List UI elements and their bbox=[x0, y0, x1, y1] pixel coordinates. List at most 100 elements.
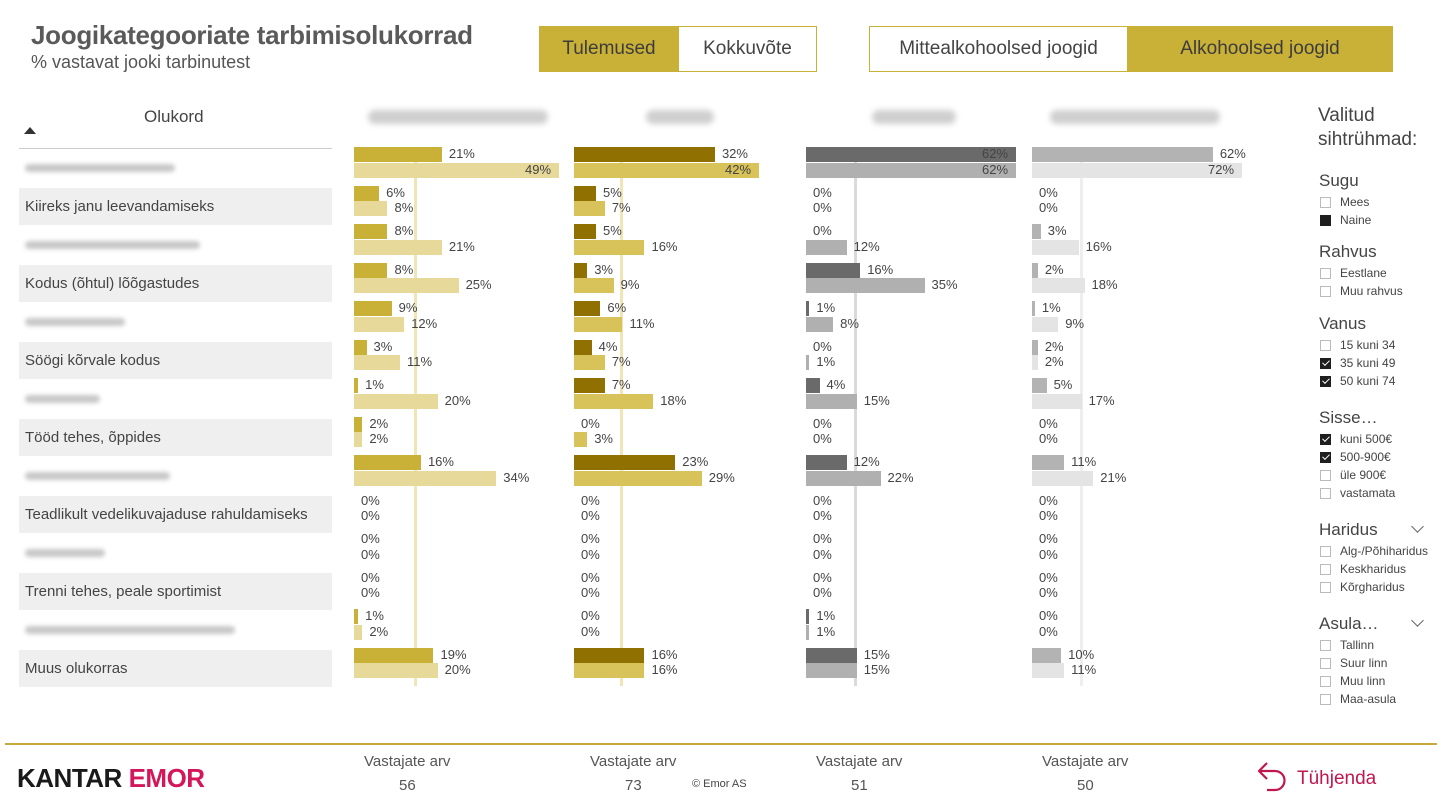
checkbox[interactable] bbox=[1320, 639, 1331, 651]
bar-average[interactable] bbox=[806, 624, 810, 640]
row-label[interactable]: Kiireks janu leevandamiseks bbox=[19, 187, 332, 225]
checkbox[interactable] bbox=[1320, 451, 1331, 463]
bar-selected[interactable] bbox=[574, 378, 605, 393]
row-label[interactable] bbox=[19, 380, 332, 417]
bar-selected[interactable] bbox=[1032, 455, 1065, 470]
bar-average[interactable] bbox=[574, 663, 645, 678]
checkbox[interactable] bbox=[1320, 214, 1331, 226]
bar-selected[interactable] bbox=[574, 185, 597, 201]
row-label[interactable] bbox=[19, 534, 332, 571]
filter-checkbox-option[interactable]: Alg-/Põhiharidus bbox=[1320, 544, 1428, 558]
tab-kokkuvote[interactable]: Kokkuvõte bbox=[679, 27, 816, 71]
row-label[interactable]: Trenni tehes, peale sportimist bbox=[19, 572, 332, 610]
filter-group-title[interactable]: Asula… bbox=[1319, 614, 1379, 633]
checkbox[interactable] bbox=[1320, 675, 1331, 687]
bar-selected[interactable] bbox=[1032, 301, 1035, 316]
filter-checkbox-option[interactable]: 15 kuni 34 bbox=[1320, 338, 1395, 352]
bar-selected[interactable] bbox=[354, 185, 380, 201]
bar-average[interactable] bbox=[354, 432, 363, 447]
bar-selected[interactable] bbox=[354, 339, 367, 355]
bar-average[interactable] bbox=[806, 470, 881, 486]
row-label[interactable]: Kodus (õhtul) lõõgastudes bbox=[19, 264, 332, 302]
bar-average[interactable] bbox=[1032, 162, 1242, 178]
checkbox[interactable] bbox=[1320, 375, 1331, 387]
checkbox[interactable] bbox=[1320, 469, 1331, 481]
tab-tulemused[interactable]: Tulemused bbox=[540, 27, 679, 71]
bar-average[interactable] bbox=[806, 278, 925, 293]
checkbox[interactable] bbox=[1320, 563, 1331, 575]
checkbox[interactable] bbox=[1320, 339, 1331, 351]
filter-checkbox-option[interactable]: Maa-asula bbox=[1320, 692, 1396, 706]
bar-selected[interactable] bbox=[806, 378, 820, 393]
bar-selected[interactable] bbox=[574, 262, 588, 278]
tab-alcoholic[interactable]: Alkohoolsed joogid bbox=[1128, 27, 1392, 71]
bar-selected[interactable] bbox=[1032, 378, 1047, 393]
bar-average[interactable] bbox=[354, 239, 442, 255]
bar-average[interactable] bbox=[1032, 663, 1065, 678]
checkbox[interactable] bbox=[1320, 657, 1331, 669]
bar-average[interactable] bbox=[354, 624, 363, 640]
filter-checkbox-option[interactable]: üle 900€ bbox=[1320, 468, 1386, 482]
clear-filters-button[interactable]: Tühjenda bbox=[1255, 760, 1376, 798]
filter-checkbox-option[interactable]: Suur linn bbox=[1320, 656, 1387, 670]
bar-selected[interactable] bbox=[574, 647, 645, 663]
tab-non-alcoholic[interactable]: Mittealkohoolsed joogid bbox=[870, 27, 1128, 71]
bar-average[interactable] bbox=[354, 278, 459, 293]
filter-checkbox-option[interactable]: Keskharidus bbox=[1320, 562, 1406, 576]
row-label[interactable] bbox=[19, 149, 332, 186]
row-label[interactable] bbox=[19, 457, 332, 494]
chevron-down-icon[interactable] bbox=[1411, 614, 1424, 627]
bar-selected[interactable] bbox=[354, 609, 359, 624]
bar-average[interactable] bbox=[574, 432, 588, 447]
bar-selected[interactable] bbox=[1032, 339, 1038, 355]
bar-average[interactable] bbox=[354, 201, 388, 216]
bar-average[interactable] bbox=[1032, 355, 1038, 370]
bar-selected[interactable] bbox=[574, 301, 601, 316]
filter-checkbox-option[interactable]: Mees bbox=[1320, 195, 1369, 209]
bar-average[interactable] bbox=[354, 393, 438, 409]
checkbox[interactable] bbox=[1320, 357, 1331, 369]
filter-checkbox-option[interactable]: Eestlane bbox=[1320, 266, 1387, 280]
filter-checkbox-option[interactable]: Kõrgharidus bbox=[1320, 580, 1405, 594]
filter-checkbox-option[interactable]: Tallinn bbox=[1320, 638, 1374, 652]
bar-selected[interactable] bbox=[1032, 262, 1038, 278]
bar-average[interactable] bbox=[354, 355, 401, 370]
filter-checkbox-option[interactable]: vastamata bbox=[1320, 486, 1395, 500]
bar-average[interactable] bbox=[354, 316, 405, 332]
filter-checkbox-option[interactable]: 35 kuni 49 bbox=[1320, 356, 1395, 370]
checkbox[interactable] bbox=[1320, 285, 1331, 297]
row-label[interactable] bbox=[19, 611, 332, 648]
bar-average[interactable] bbox=[1032, 239, 1079, 255]
row-label[interactable]: Teadlikult vedelikuvajaduse rahuldamisek… bbox=[19, 495, 332, 533]
row-label[interactable]: Tööd tehes, õppides bbox=[19, 418, 332, 456]
checkbox[interactable] bbox=[1320, 487, 1331, 499]
bar-average[interactable] bbox=[354, 162, 559, 178]
bar-selected[interactable] bbox=[354, 262, 388, 278]
chevron-down-icon[interactable] bbox=[1411, 520, 1424, 533]
bar-selected[interactable] bbox=[806, 301, 810, 316]
bar-selected[interactable] bbox=[806, 647, 857, 663]
bar-selected[interactable] bbox=[354, 416, 363, 432]
bar-average[interactable] bbox=[806, 663, 857, 678]
row-label[interactable] bbox=[19, 226, 332, 263]
filter-checkbox-option[interactable]: Muu linn bbox=[1320, 674, 1385, 688]
bar-average[interactable] bbox=[1032, 278, 1085, 293]
column-header-olukord[interactable]: Olukord bbox=[144, 107, 204, 126]
sort-ascending-icon[interactable] bbox=[24, 127, 36, 134]
bar-selected[interactable] bbox=[354, 647, 434, 663]
bar-selected[interactable] bbox=[354, 224, 388, 239]
bar-selected[interactable] bbox=[806, 262, 861, 278]
filter-checkbox-option[interactable]: 500-900€ bbox=[1320, 450, 1391, 464]
checkbox[interactable] bbox=[1320, 545, 1331, 557]
bar-selected[interactable] bbox=[354, 147, 442, 162]
bar-average[interactable] bbox=[574, 355, 605, 370]
bar-average[interactable] bbox=[1032, 393, 1082, 409]
bar-selected[interactable] bbox=[574, 455, 676, 470]
bar-selected[interactable] bbox=[806, 455, 847, 470]
bar-average[interactable] bbox=[574, 393, 654, 409]
bar-average[interactable] bbox=[806, 316, 834, 332]
row-label[interactable]: Muus olukorras bbox=[19, 649, 332, 687]
bar-selected[interactable] bbox=[1032, 224, 1041, 239]
checkbox[interactable] bbox=[1320, 693, 1331, 705]
bar-selected[interactable] bbox=[1032, 147, 1213, 162]
